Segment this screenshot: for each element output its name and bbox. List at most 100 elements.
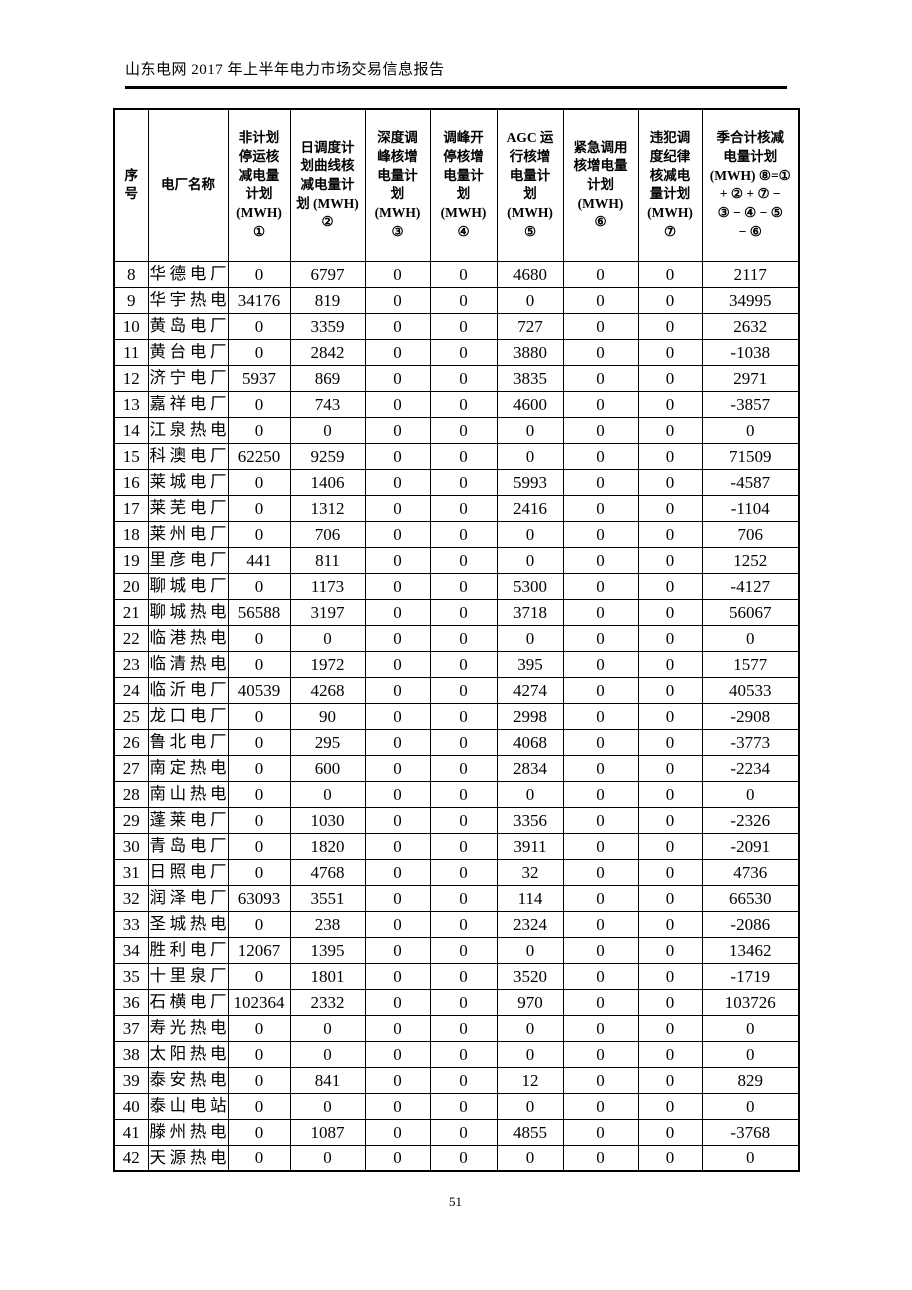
- value-cell: 2998: [496, 702, 564, 730]
- row-number-cell: 19: [113, 546, 149, 574]
- value-cell: 71509: [701, 442, 800, 470]
- value-cell: 0: [429, 1092, 498, 1120]
- value-cell: 4274: [496, 676, 564, 704]
- value-cell: 0: [562, 988, 639, 1016]
- value-cell: 0: [562, 754, 639, 782]
- value-cell: 0: [637, 598, 703, 626]
- table-row: 42 天源热电 0 0 0 0 0 0 0 0: [113, 1144, 800, 1172]
- table-row: 25 龙口电厂 0 90 0 0 2998 0 0 -2908: [113, 702, 800, 730]
- value-cell: 0: [562, 390, 639, 418]
- plant-name-cell: 青岛电厂: [147, 832, 229, 860]
- value-cell: 0: [637, 546, 703, 574]
- value-cell: 0: [637, 962, 703, 990]
- column-header-4: 日调度计 划曲线核 减电量计 划 (MWH) ②: [289, 108, 366, 262]
- value-cell: 0: [701, 780, 800, 808]
- value-cell: 6797: [289, 260, 366, 288]
- value-cell: 2971: [701, 364, 800, 392]
- value-cell: 4268: [289, 676, 366, 704]
- value-cell: 0: [227, 468, 291, 496]
- row-number-cell: 33: [113, 910, 149, 938]
- value-cell: 2632: [701, 312, 800, 340]
- value-cell: -3857: [701, 390, 800, 418]
- value-cell: 743: [289, 390, 366, 418]
- value-cell: -4587: [701, 468, 800, 496]
- value-cell: 63093: [227, 884, 291, 912]
- value-cell: 0: [429, 520, 498, 548]
- value-cell: 0: [562, 546, 639, 574]
- table-row: 17 莱芜电厂 0 1312 0 0 2416 0 0 -1104: [113, 494, 800, 522]
- plant-name-cell: 蓬莱电厂: [147, 806, 229, 834]
- plant-name-cell: 太阳热电: [147, 1040, 229, 1068]
- row-number-cell: 38: [113, 1040, 149, 1068]
- value-cell: 0: [429, 624, 498, 652]
- value-cell: 0: [701, 624, 800, 652]
- value-cell: 0: [227, 494, 291, 522]
- value-cell: 2416: [496, 494, 564, 522]
- value-cell: 0: [562, 702, 639, 730]
- table-row: 20 聊城电厂 0 1173 0 0 5300 0 0 -4127: [113, 572, 800, 600]
- value-cell: 0: [364, 390, 431, 418]
- value-cell: 706: [701, 520, 800, 548]
- table-row: 32 润泽电厂 63093 3551 0 0 114 0 0 66530: [113, 884, 800, 912]
- value-cell: 0: [364, 312, 431, 340]
- plant-name-cell: 嘉祥电厂: [147, 390, 229, 418]
- value-cell: 0: [429, 390, 498, 418]
- value-cell: 2332: [289, 988, 366, 1016]
- plant-name-cell: 黄台电厂: [147, 338, 229, 366]
- row-number-cell: 16: [113, 468, 149, 496]
- table-row: 22 临港热电 0 0 0 0 0 0 0 0: [113, 624, 800, 652]
- value-cell: 0: [227, 338, 291, 366]
- value-cell: 0: [562, 260, 639, 288]
- table-row: 35 十里泉厂 0 1801 0 0 3520 0 0 -1719: [113, 962, 800, 990]
- value-cell: 0: [562, 364, 639, 392]
- value-cell: 841: [289, 1066, 366, 1094]
- value-cell: 5937: [227, 364, 291, 392]
- value-cell: 0: [562, 780, 639, 808]
- value-cell: 0: [429, 1144, 498, 1172]
- value-cell: 0: [637, 442, 703, 470]
- value-cell: 0: [364, 494, 431, 522]
- value-cell: 0: [562, 936, 639, 964]
- value-cell: 0: [496, 442, 564, 470]
- plant-name-cell: 临清热电: [147, 650, 229, 678]
- value-cell: 0: [562, 1040, 639, 1068]
- value-cell: 811: [289, 546, 366, 574]
- value-cell: 0: [227, 806, 291, 834]
- value-cell: 0: [227, 572, 291, 600]
- column-header-1: 序 号: [113, 108, 149, 262]
- value-cell: 102364: [227, 988, 291, 1016]
- row-number-cell: 41: [113, 1118, 149, 1146]
- plant-name-cell: 胜利电厂: [147, 936, 229, 964]
- value-cell: 0: [364, 676, 431, 704]
- value-cell: 0: [364, 286, 431, 314]
- row-number-cell: 15: [113, 442, 149, 470]
- value-cell: 0: [227, 624, 291, 652]
- value-cell: 0: [637, 780, 703, 808]
- value-cell: 0: [364, 416, 431, 444]
- row-number-cell: 13: [113, 390, 149, 418]
- value-cell: 441: [227, 546, 291, 574]
- value-cell: 0: [637, 286, 703, 314]
- value-cell: 0: [364, 728, 431, 756]
- value-cell: 0: [562, 910, 639, 938]
- value-cell: 0: [364, 988, 431, 1016]
- value-cell: 3718: [496, 598, 564, 626]
- value-cell: 4600: [496, 390, 564, 418]
- value-cell: 0: [637, 520, 703, 548]
- table-row: 28 南山热电 0 0 0 0 0 0 0 0: [113, 780, 800, 808]
- value-cell: 1030: [289, 806, 366, 834]
- table-row: 33 圣城热电 0 238 0 0 2324 0 0 -2086: [113, 910, 800, 938]
- value-cell: 0: [637, 1092, 703, 1120]
- value-cell: 0: [637, 468, 703, 496]
- row-number-cell: 40: [113, 1092, 149, 1120]
- plant-name-cell: 润泽电厂: [147, 884, 229, 912]
- table-row: 11 黄台电厂 0 2842 0 0 3880 0 0 -1038: [113, 338, 800, 366]
- value-cell: 0: [637, 364, 703, 392]
- value-cell: 0: [429, 754, 498, 782]
- table-row: 19 里彦电厂 441 811 0 0 0 0 0 1252: [113, 546, 800, 574]
- row-number-cell: 25: [113, 702, 149, 730]
- value-cell: 0: [637, 494, 703, 522]
- row-number-cell: 35: [113, 962, 149, 990]
- column-header-8: 紧急调用 核增电量 计划 (MWH) ⑥: [562, 108, 639, 262]
- value-cell: 0: [364, 780, 431, 808]
